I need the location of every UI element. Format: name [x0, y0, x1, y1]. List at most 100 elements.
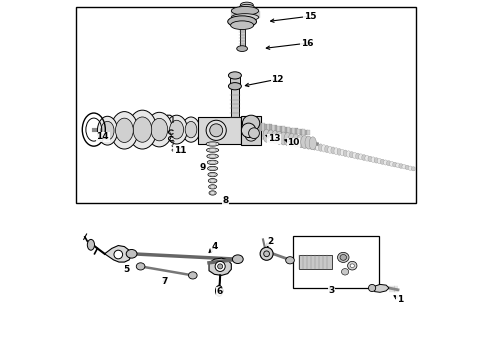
Ellipse shape [350, 264, 354, 267]
Bar [282, 126, 285, 133]
Ellipse shape [275, 133, 280, 143]
Bar [272, 125, 275, 132]
Ellipse shape [248, 128, 259, 139]
Bar [242, 116, 261, 145]
Ellipse shape [294, 138, 298, 146]
Text: 16: 16 [301, 39, 313, 48]
Text: 3: 3 [328, 286, 335, 295]
Ellipse shape [237, 46, 247, 51]
Ellipse shape [349, 152, 354, 158]
Ellipse shape [318, 144, 323, 152]
Ellipse shape [405, 165, 409, 170]
Ellipse shape [305, 136, 312, 149]
Ellipse shape [275, 131, 283, 144]
Ellipse shape [228, 83, 242, 90]
Circle shape [172, 149, 174, 151]
Ellipse shape [231, 21, 254, 30]
Ellipse shape [128, 110, 157, 149]
Polygon shape [209, 258, 231, 275]
Bar [294, 128, 297, 134]
Ellipse shape [296, 135, 304, 148]
Ellipse shape [126, 249, 137, 258]
Ellipse shape [387, 161, 391, 166]
Ellipse shape [260, 129, 264, 139]
Text: 10: 10 [288, 139, 300, 148]
Ellipse shape [243, 115, 260, 131]
Ellipse shape [402, 165, 406, 169]
Ellipse shape [245, 130, 257, 141]
Bar [307, 130, 310, 135]
Ellipse shape [343, 150, 347, 157]
Ellipse shape [368, 156, 372, 162]
Ellipse shape [390, 161, 394, 166]
Ellipse shape [396, 163, 400, 168]
Ellipse shape [328, 146, 332, 153]
Ellipse shape [206, 148, 219, 152]
Bar [229, 76, 240, 86]
Bar [285, 127, 288, 133]
Ellipse shape [356, 153, 360, 159]
Circle shape [114, 250, 122, 259]
Ellipse shape [207, 154, 219, 158]
Text: 4: 4 [211, 242, 218, 251]
Ellipse shape [383, 160, 388, 165]
Ellipse shape [228, 72, 242, 79]
Ellipse shape [257, 129, 261, 139]
Ellipse shape [245, 125, 249, 136]
Ellipse shape [392, 162, 397, 167]
Ellipse shape [352, 152, 357, 158]
Bar [267, 124, 270, 131]
Ellipse shape [334, 148, 338, 155]
Ellipse shape [316, 143, 320, 151]
Ellipse shape [337, 148, 342, 155]
Ellipse shape [231, 14, 259, 21]
Circle shape [172, 145, 174, 147]
Ellipse shape [271, 131, 279, 144]
Bar [274, 125, 277, 132]
Ellipse shape [371, 157, 375, 162]
Circle shape [172, 140, 174, 143]
Ellipse shape [377, 158, 382, 164]
Ellipse shape [321, 145, 326, 152]
Text: 7: 7 [162, 277, 168, 286]
Ellipse shape [151, 118, 168, 141]
Ellipse shape [342, 269, 349, 275]
Ellipse shape [291, 137, 295, 145]
Ellipse shape [362, 154, 366, 161]
Ellipse shape [133, 117, 152, 142]
Ellipse shape [280, 132, 287, 145]
Bar [265, 123, 268, 131]
Ellipse shape [399, 164, 403, 168]
Ellipse shape [338, 252, 349, 262]
Circle shape [368, 284, 376, 292]
Ellipse shape [408, 166, 413, 170]
Ellipse shape [281, 135, 286, 144]
Ellipse shape [266, 131, 270, 140]
Ellipse shape [278, 134, 283, 143]
Ellipse shape [208, 166, 218, 171]
Ellipse shape [293, 134, 299, 147]
Bar [270, 124, 272, 132]
Ellipse shape [380, 159, 385, 165]
Ellipse shape [340, 255, 346, 260]
Bar [262, 123, 265, 131]
Ellipse shape [116, 118, 133, 143]
Ellipse shape [239, 4, 255, 12]
Circle shape [264, 251, 270, 257]
Ellipse shape [300, 139, 304, 148]
Bar [280, 126, 282, 133]
Ellipse shape [263, 129, 270, 142]
Bar [231, 86, 239, 117]
Text: 6: 6 [217, 287, 223, 296]
Ellipse shape [208, 179, 217, 183]
Bar [240, 17, 245, 47]
Ellipse shape [147, 112, 172, 147]
Ellipse shape [231, 6, 259, 15]
Ellipse shape [247, 126, 252, 137]
Ellipse shape [263, 130, 267, 140]
Ellipse shape [284, 133, 291, 146]
Ellipse shape [309, 141, 314, 149]
Ellipse shape [365, 156, 369, 161]
Ellipse shape [242, 123, 256, 138]
Bar [302, 130, 305, 135]
